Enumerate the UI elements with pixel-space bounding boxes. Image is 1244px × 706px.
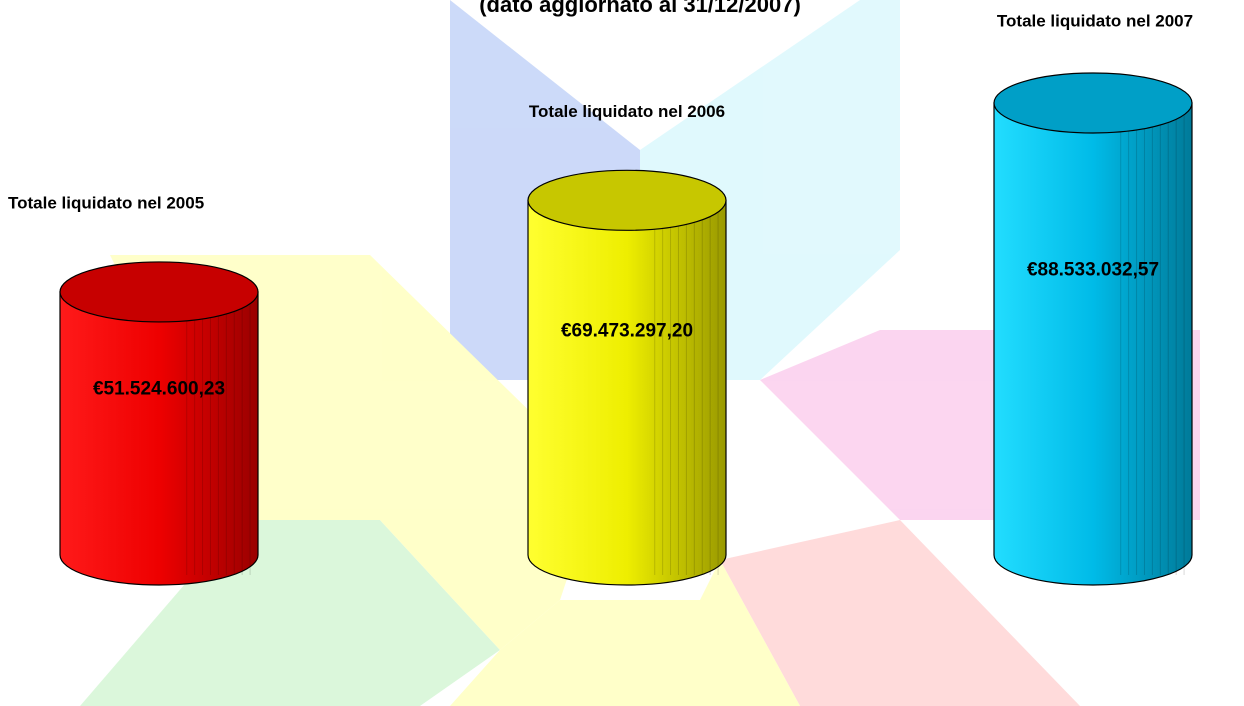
cylinder-body — [528, 200, 726, 585]
value-label: €88.533.032,57 — [1027, 259, 1159, 280]
chart: (dato aggiornato al 31/12/2007) Totale l… — [0, 0, 1244, 706]
value-label: €51.524.600,23 — [93, 378, 225, 399]
cylinder-top — [60, 262, 258, 322]
cylinder — [994, 73, 1192, 585]
cylinder-body — [60, 292, 258, 585]
cylinder-body — [994, 103, 1192, 585]
value-label: €69.473.297,20 — [561, 321, 693, 342]
category-label: Totale liquidato nel 2005 — [8, 193, 204, 212]
chart-subtitle: (dato aggiornato al 31/12/2007) — [479, 0, 801, 17]
cylinder — [528, 170, 726, 585]
category-label: Totale liquidato nel 2006 — [529, 102, 725, 121]
cylinder — [60, 262, 258, 585]
category-label: Totale liquidato nel 2007 — [997, 11, 1193, 30]
cylinder-top — [528, 170, 726, 230]
cylinder-top — [994, 73, 1192, 133]
